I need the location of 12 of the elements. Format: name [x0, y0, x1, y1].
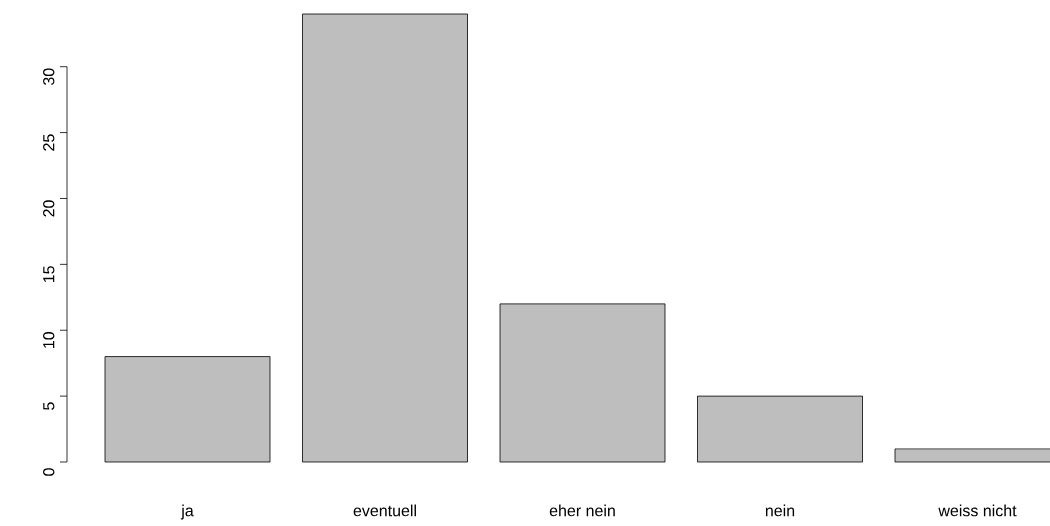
- x-tick-label: ja: [180, 504, 194, 520]
- y-tick-label: 0: [43, 468, 55, 476]
- y-tick-label: 15: [43, 266, 55, 283]
- y-tick-label: 5: [43, 402, 55, 410]
- y-tick-label: 30: [43, 68, 55, 85]
- x-tick-label: weiss nicht: [938, 504, 1017, 517]
- y-tick-label: 20: [43, 200, 55, 217]
- x-tick-label: eventuell: [353, 504, 416, 517]
- y-tick-label: 10: [43, 331, 55, 348]
- x-tick-label: eher nein: [549, 504, 615, 517]
- x-tick-label: nein: [765, 504, 795, 517]
- y-tick-label: 25: [43, 134, 55, 151]
